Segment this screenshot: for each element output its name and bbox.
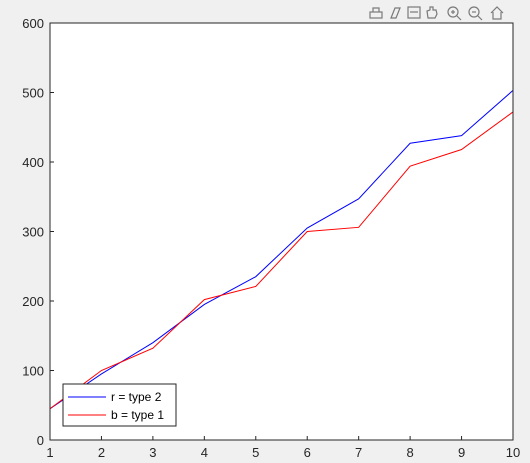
x-axis: 1 2 3 4 5 6 7 8 9 10: [46, 436, 520, 460]
legend[interactable]: r = type 2 b = type 1: [62, 383, 177, 427]
x-tick-label: 9: [458, 445, 465, 460]
legend-box: [62, 383, 177, 427]
y-tick-label: 600: [22, 16, 44, 31]
x-tick-label: 5: [252, 445, 259, 460]
zoom-in-icon[interactable]: [447, 6, 462, 21]
brush-icon[interactable]: [390, 7, 401, 19]
x-tick-label: 3: [149, 445, 156, 460]
axes-toolbar: [369, 6, 504, 21]
axes-frame: [49, 22, 514, 441]
series-line-1: [49, 90, 514, 410]
legend-label-1: r = type 2: [111, 390, 162, 404]
x-tick-label: 4: [201, 445, 208, 460]
pan-icon[interactable]: [426, 6, 438, 19]
y-tick-label: 400: [22, 155, 44, 170]
x-tick-label: 8: [406, 445, 413, 460]
x-tick-label: 2: [98, 445, 105, 460]
x-tick-label: 7: [355, 445, 362, 460]
x-tick-label: 1: [46, 445, 53, 460]
x-tick-label: 6: [304, 445, 311, 460]
y-tick-label: 100: [22, 364, 44, 379]
legend-label-2: b = type 1: [111, 408, 164, 422]
x-tick-label: 10: [506, 445, 520, 460]
y-tick-label: 200: [22, 294, 44, 309]
export-icon[interactable]: [369, 7, 383, 19]
zoom-out-icon[interactable]: [468, 6, 483, 21]
series-layer: [49, 90, 514, 410]
y-axis: 0 100 200 300 400 500 600: [22, 16, 54, 448]
y-tick-label: 500: [22, 86, 44, 101]
plot-area: [50, 23, 513, 440]
data-tip-icon[interactable]: [407, 6, 421, 19]
home-icon[interactable]: [490, 6, 504, 20]
series-line-2: [49, 111, 514, 410]
y-tick-label: 300: [22, 225, 44, 240]
y-tick-label: 0: [37, 433, 44, 448]
